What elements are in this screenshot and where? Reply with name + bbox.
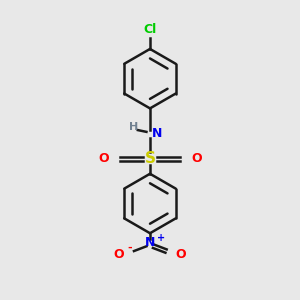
Text: Cl: Cl	[143, 23, 157, 36]
Text: S: S	[145, 152, 155, 166]
Text: -: -	[127, 242, 132, 253]
Text: O: O	[113, 248, 124, 260]
Text: H: H	[129, 122, 138, 132]
Text: O: O	[191, 152, 202, 165]
Text: +: +	[157, 233, 165, 243]
Text: N: N	[152, 127, 162, 140]
Text: N: N	[145, 236, 155, 249]
Text: O: O	[176, 248, 187, 260]
Text: O: O	[98, 152, 109, 165]
